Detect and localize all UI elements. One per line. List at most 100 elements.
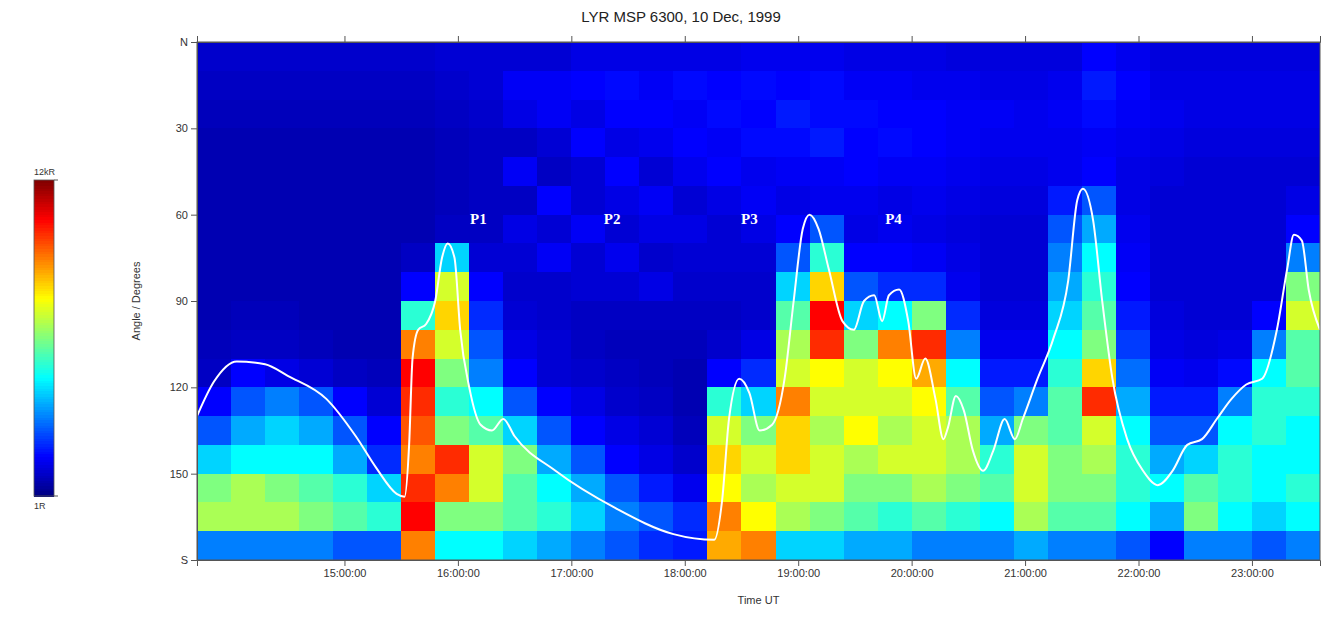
heatmap-cell bbox=[605, 128, 640, 157]
heatmap-cell bbox=[1286, 42, 1320, 71]
heatmap-cell bbox=[333, 186, 368, 215]
heatmap-cell bbox=[231, 71, 266, 100]
x-axis-tick: 16:00:00 bbox=[437, 560, 480, 579]
heatmap-cell bbox=[197, 128, 232, 157]
heatmap-cell bbox=[605, 272, 640, 301]
heatmap-cell bbox=[435, 100, 470, 129]
heatmap-cell bbox=[1252, 387, 1287, 416]
heatmap-cell bbox=[197, 100, 232, 129]
x-axis-tick-mark bbox=[1139, 560, 1140, 566]
heatmap-cell bbox=[673, 301, 708, 330]
heatmap-cell bbox=[299, 272, 334, 301]
heatmap-cell bbox=[1184, 359, 1219, 388]
heatmap-cell bbox=[299, 42, 334, 71]
heatmap-cell bbox=[367, 531, 402, 560]
heatmap-cell bbox=[605, 531, 640, 560]
x-axis-tick-mark bbox=[1025, 560, 1026, 566]
heatmap-cell bbox=[1218, 215, 1253, 244]
heatmap-cell bbox=[1082, 100, 1117, 129]
heatmap-cell bbox=[197, 186, 232, 215]
heatmap-cell bbox=[980, 502, 1015, 531]
heatmap-cell bbox=[673, 474, 708, 503]
heatmap-cell bbox=[912, 359, 947, 388]
y-axis-tick-mark bbox=[191, 42, 197, 43]
heatmap-cell bbox=[707, 215, 742, 244]
heatmap-cell bbox=[1150, 128, 1185, 157]
heatmap-cell bbox=[1252, 531, 1287, 560]
heatmap-cell bbox=[537, 186, 572, 215]
heatmap-cell bbox=[639, 243, 674, 272]
heatmap-cell bbox=[980, 272, 1015, 301]
heatmap-cell bbox=[469, 157, 504, 186]
heatmap-cell bbox=[1184, 157, 1219, 186]
heatmap-cell bbox=[946, 272, 981, 301]
x-axis-tick: 21:00:00 bbox=[1004, 560, 1047, 579]
heatmap-cell bbox=[469, 416, 504, 445]
heatmap-cell bbox=[1286, 186, 1320, 215]
heatmap-cell bbox=[878, 387, 913, 416]
heatmap-cell bbox=[1218, 387, 1253, 416]
heatmap-cell bbox=[197, 71, 232, 100]
heatmap-cell bbox=[605, 416, 640, 445]
heatmap-cell bbox=[1184, 416, 1219, 445]
heatmap-cell bbox=[673, 445, 708, 474]
heatmap-cell bbox=[503, 42, 538, 71]
heatmap-cell bbox=[469, 474, 504, 503]
heatmap-cell bbox=[776, 272, 811, 301]
heatmap-cell bbox=[503, 502, 538, 531]
heatmap-cell bbox=[1048, 301, 1083, 330]
heatmap-cell bbox=[810, 100, 845, 129]
heatmap-cell bbox=[776, 71, 811, 100]
heatmap-cell bbox=[946, 416, 981, 445]
heatmap-cell bbox=[844, 272, 879, 301]
heatmap-cell bbox=[1184, 128, 1219, 157]
heatmap-cell bbox=[1150, 71, 1185, 100]
heatmap-cell bbox=[571, 359, 606, 388]
y-axis-tick: 60 bbox=[176, 209, 197, 221]
heatmap-cell bbox=[639, 445, 674, 474]
heatmap-cell bbox=[1218, 71, 1253, 100]
heatmap-cell bbox=[503, 272, 538, 301]
heatmap-cell bbox=[810, 128, 845, 157]
heatmap-cell bbox=[1116, 445, 1151, 474]
heatmap-cell bbox=[503, 387, 538, 416]
heatmap-cell bbox=[741, 502, 776, 531]
heatmap-cell bbox=[537, 301, 572, 330]
heatmap-cell bbox=[1218, 301, 1253, 330]
heatmap-cell bbox=[401, 243, 436, 272]
heatmap-cell bbox=[571, 502, 606, 531]
heatmap-cell bbox=[197, 243, 232, 272]
contour-line bbox=[197, 189, 1320, 540]
heatmap-cell bbox=[1116, 272, 1151, 301]
heatmap-cell bbox=[1082, 42, 1117, 71]
heatmap-cell bbox=[469, 100, 504, 129]
heatmap-cell bbox=[673, 359, 708, 388]
heatmap-cell bbox=[537, 42, 572, 71]
heatmap-cell bbox=[1252, 128, 1287, 157]
heatmap-cell bbox=[1286, 502, 1320, 531]
heatmap-cell bbox=[639, 157, 674, 186]
annotation: P1 bbox=[470, 211, 487, 227]
heatmap-cell bbox=[776, 243, 811, 272]
heatmap-cell bbox=[1218, 272, 1253, 301]
heatmap-cell bbox=[299, 71, 334, 100]
y-axis-tick: S bbox=[181, 554, 197, 566]
heatmap-cell bbox=[503, 474, 538, 503]
heatmap-cell bbox=[1014, 445, 1049, 474]
heatmap-cell bbox=[299, 416, 334, 445]
annotation: P4 bbox=[885, 211, 902, 227]
heatmap-cell bbox=[912, 531, 947, 560]
heatmap-cell bbox=[844, 100, 879, 129]
heatmap-cell bbox=[1184, 100, 1219, 129]
heatmap-cell bbox=[1048, 416, 1083, 445]
heatmap-cell bbox=[265, 330, 300, 359]
heatmap-cell bbox=[1184, 71, 1219, 100]
heatmap-cell bbox=[1218, 42, 1253, 71]
heatmap-cell bbox=[367, 359, 402, 388]
heatmap-cell bbox=[673, 502, 708, 531]
heatmap-cell bbox=[1116, 71, 1151, 100]
heatmap-cell bbox=[1252, 215, 1287, 244]
heatmap-cell bbox=[605, 42, 640, 71]
heatmap-cell bbox=[1082, 301, 1117, 330]
heatmap-cell bbox=[1150, 42, 1185, 71]
